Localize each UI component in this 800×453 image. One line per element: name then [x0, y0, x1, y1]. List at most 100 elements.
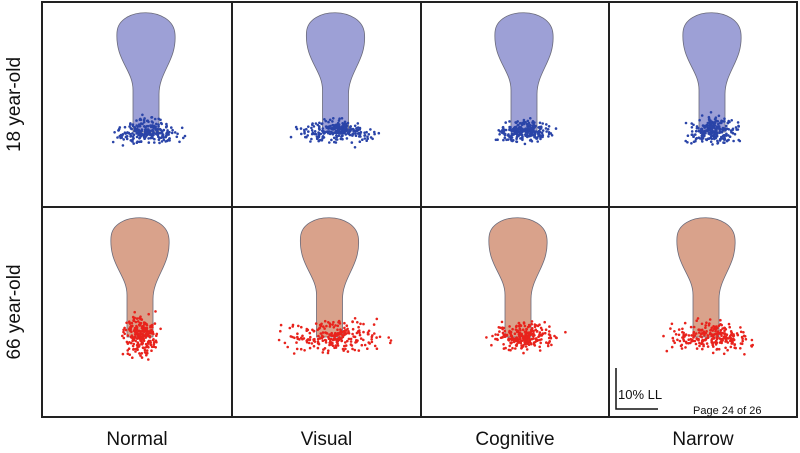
- dot: [710, 122, 713, 125]
- dot: [360, 343, 364, 347]
- dot: [501, 126, 505, 129]
- dot: [307, 341, 311, 345]
- dot: [524, 333, 527, 336]
- dot: [367, 341, 371, 344]
- dot: [369, 128, 372, 131]
- dot: [737, 138, 740, 142]
- dot: [698, 129, 701, 133]
- dot: [138, 118, 142, 121]
- dot: [522, 321, 526, 324]
- dot: [317, 134, 321, 138]
- dot: [141, 335, 145, 339]
- dot: [145, 322, 148, 326]
- dot: [147, 141, 151, 144]
- dot: [129, 135, 132, 138]
- dot: [539, 341, 542, 345]
- dot: [389, 341, 392, 345]
- dot: [518, 133, 522, 136]
- dot: [150, 328, 153, 332]
- dot: [676, 338, 679, 342]
- dot: [131, 132, 134, 135]
- dot: [150, 116, 153, 119]
- dot: [351, 332, 354, 336]
- dot: [716, 132, 719, 135]
- dot: [719, 127, 722, 131]
- dot: [525, 327, 528, 331]
- dot: [344, 331, 347, 335]
- dot: [535, 330, 539, 333]
- dot: [297, 337, 300, 341]
- dot: [535, 137, 538, 140]
- dot: [291, 325, 295, 328]
- dot: [143, 117, 146, 120]
- dot: [134, 320, 138, 324]
- dot: [327, 130, 330, 133]
- dot: [353, 146, 357, 149]
- dot: [307, 125, 310, 128]
- dot: [366, 347, 369, 351]
- dot: [363, 131, 366, 134]
- dot: [347, 337, 351, 341]
- dot: [532, 335, 535, 338]
- dot: [742, 334, 746, 338]
- dot: [722, 352, 726, 356]
- dot: [136, 128, 139, 131]
- dot: [317, 334, 320, 338]
- dot: [695, 125, 699, 128]
- dot: [526, 119, 530, 123]
- dot: [690, 126, 694, 129]
- dot: [514, 347, 517, 350]
- dot: [159, 327, 162, 331]
- dot: [339, 137, 343, 141]
- dot: [352, 335, 356, 338]
- dot: [514, 338, 518, 341]
- dot: [164, 125, 168, 129]
- dot: [297, 324, 300, 328]
- dot: [532, 331, 535, 335]
- dot: [712, 325, 715, 328]
- dot: [520, 128, 524, 132]
- dot: [151, 136, 154, 140]
- dot: [673, 341, 676, 345]
- dot: [543, 331, 547, 335]
- dot: [340, 332, 343, 336]
- dot: [518, 121, 522, 125]
- dot: [138, 136, 142, 140]
- dot: [322, 325, 325, 328]
- dot: [704, 326, 707, 330]
- dot: [538, 338, 541, 342]
- dot: [545, 341, 548, 344]
- dot: [699, 335, 702, 338]
- dot: [347, 132, 350, 136]
- dot: [157, 117, 160, 121]
- dot: [315, 137, 319, 140]
- dot: [160, 122, 163, 126]
- dot: [516, 128, 519, 132]
- dot: [319, 332, 323, 335]
- dot: [354, 134, 358, 137]
- dot: [683, 321, 687, 325]
- dot: [534, 124, 537, 128]
- dot: [321, 351, 325, 354]
- dot: [536, 130, 540, 134]
- dot: [704, 338, 708, 341]
- dot: [139, 354, 142, 357]
- dot: [152, 342, 156, 346]
- dot: [126, 342, 129, 345]
- dot: [711, 143, 714, 146]
- dot: [145, 349, 149, 352]
- dot: [132, 342, 136, 346]
- dot: [135, 343, 139, 347]
- dot: [336, 339, 340, 343]
- dot: [328, 132, 332, 136]
- dot: [743, 353, 746, 356]
- dot: [129, 122, 132, 125]
- dot: [170, 126, 173, 129]
- dot: [289, 135, 293, 139]
- dot: [143, 125, 146, 128]
- dot: [564, 330, 567, 334]
- dot: [691, 334, 695, 337]
- dot: [511, 346, 514, 350]
- foot-outline: [306, 12, 365, 133]
- dot: [730, 131, 733, 134]
